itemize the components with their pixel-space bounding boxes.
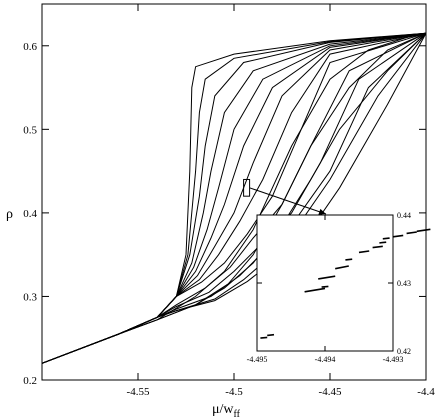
inset-y-tick-label: 0.44: [397, 211, 411, 220]
inset-background: [257, 215, 393, 351]
inset-y-tick-label: 0.42: [397, 347, 411, 356]
inset-data-segment: [345, 258, 353, 261]
y-tick-label: 0.3: [23, 291, 37, 303]
inset-data-segments: [260, 228, 431, 339]
x-tick-label: -4.45: [319, 386, 342, 398]
y-tick-label: 0.2: [23, 375, 37, 387]
y-tick-label: 0.6: [23, 41, 37, 53]
inset-data-segment: [267, 333, 275, 337]
x-tick-label: -4.55: [127, 386, 150, 398]
inset-x-tick-label: -4.495: [247, 355, 268, 364]
y-axis-title: ρ: [6, 207, 13, 222]
inset-data-segment: [416, 228, 431, 233]
inset-data-segment: [379, 241, 387, 244]
inset-data-segment: [321, 285, 329, 288]
inset-x-tick-label: -4.493: [383, 355, 404, 364]
x-axis-title: μ/wff: [212, 402, 241, 420]
inset-y-tick-label: 0.43: [397, 279, 411, 288]
inset-data-segment: [318, 275, 336, 280]
main-chart: -4.55 -4.5 -4.45 -4.4 0.2 0.3 0.4 0.5 0.6 ρ μ/wf…: [6, 3, 435, 420]
inset-data-segment: [358, 250, 370, 254]
inset-data-segment: [392, 234, 404, 238]
x-tick-label: -4.5: [225, 386, 243, 398]
inset-data-segment: [382, 237, 390, 240]
main-axis-ticks: -4.55 -4.5 -4.45 -4.4 0.2 0.3 0.4 0.5 0.6: [23, 4, 435, 398]
inset-data-segment: [372, 245, 383, 249]
inset-x-tick-label: -4.494: [315, 355, 336, 364]
inset-data-segment: [260, 336, 268, 339]
x-axis-title-main: μ/w: [212, 402, 234, 417]
zoom-arrowhead: [318, 208, 326, 215]
inset-data-segment: [304, 287, 326, 293]
isotherm-curve: [41, 32, 427, 364]
x-axis-title-subscript: ff: [234, 409, 241, 420]
zoom-region-box: [243, 178, 251, 197]
main-curves: [41, 32, 427, 364]
y-tick-label: 0.5: [23, 124, 37, 136]
inset-data-segment: [406, 231, 417, 235]
isotherm-curve: [41, 32, 427, 364]
zoom-arrow: [249, 187, 327, 215]
x-tick-label: -4.4: [417, 386, 435, 398]
y-tick-label: 0.4: [23, 208, 37, 220]
inset-data-segment: [335, 265, 349, 270]
